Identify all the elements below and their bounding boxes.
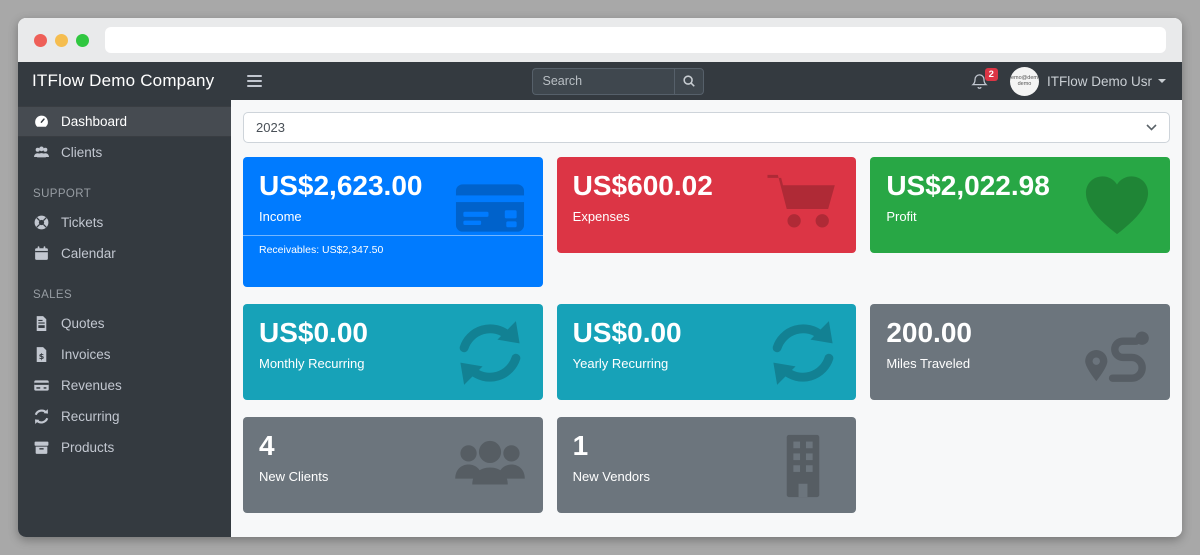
new-clients-value: 4 <box>259 430 275 461</box>
sync-icon <box>33 408 50 425</box>
sidebar-item-quotes[interactable]: Quotes <box>18 308 231 339</box>
sidebar-item-dashboard[interactable]: Dashboard <box>18 106 231 137</box>
sync-icon <box>459 321 520 385</box>
sidebar-item-clients[interactable]: Clients <box>18 137 231 168</box>
sidebar-item-label: Recurring <box>61 409 120 424</box>
yearly-recurring-card: US$0.00 Yearly Recurring <box>556 304 857 400</box>
box-icon <box>33 439 50 456</box>
credit-card-icon <box>455 184 524 232</box>
sidebar-item-calendar[interactable]: Calendar <box>18 238 231 269</box>
sidebar-item-revenues[interactable]: Revenues <box>18 370 231 401</box>
calendar-icon <box>33 245 50 262</box>
expenses-card: US$600.02 Expenses <box>556 157 857 253</box>
svg-text:$: $ <box>39 352 45 361</box>
sidebar-item-label: Clients <box>61 145 103 160</box>
users-icon <box>454 440 525 485</box>
yearly-recurring-value: US$0.00 <box>572 317 682 348</box>
new-vendors-label: New Vendors <box>572 469 650 485</box>
new-vendors-value: 1 <box>572 430 589 461</box>
sidebar-section-sales: SALES <box>33 289 73 301</box>
chevron-down-icon <box>1157 79 1166 83</box>
monthly-recurring-value: US$0.00 <box>259 317 368 348</box>
sidebar-item-label: Calendar <box>61 246 116 261</box>
brand-title: ITFlow Demo Company <box>32 71 215 90</box>
sidebar-item-invoices[interactable]: $ Invoices <box>18 339 231 370</box>
building-icon <box>787 434 820 498</box>
sidebar-item-label: Products <box>61 440 115 455</box>
year-select[interactable]: 2023 <box>243 112 1170 143</box>
sidebar-item-recurring[interactable]: Recurring <box>18 401 231 432</box>
life-ring-icon <box>33 214 50 231</box>
income-card: US$2,623.00 Income Receivables: US$2,347… <box>243 157 543 287</box>
sidebar-item-tickets[interactable]: Tickets <box>18 207 231 238</box>
sidebar-item-label: Invoices <box>61 347 111 362</box>
miles-traveled-value: 200.00 <box>886 317 972 348</box>
dashboard-cards: US$2,623.00 Income Receivables: US$2,347… <box>243 157 1170 513</box>
profit-label: Profit <box>886 209 917 225</box>
close-window-button[interactable] <box>34 33 47 47</box>
miles-traveled-label: Miles Traveled <box>886 356 971 372</box>
hamburger-menu-icon[interactable] <box>243 71 266 92</box>
profit-value: US$2,022.98 <box>886 170 1050 201</box>
app-root: ITFlow Demo Company <box>18 62 1182 537</box>
monthly-recurring-label: Monthly Recurring <box>259 356 365 372</box>
new-clients-label: New Clients <box>259 469 329 485</box>
sidebar: Dashboard Clients <box>18 100 231 537</box>
notification-count-badge: 2 <box>984 67 998 81</box>
notifications-button[interactable]: 2 <box>971 67 998 90</box>
sidebar-item-products[interactable]: Products <box>18 432 231 463</box>
search-icon <box>682 74 696 88</box>
chevron-down-icon <box>1146 124 1157 131</box>
shopping-cart-icon <box>767 174 836 228</box>
yearly-recurring-label: Yearly Recurring <box>572 356 669 372</box>
search-button[interactable] <box>674 67 705 95</box>
navbar-right: 2 demo@demo demo ITFlow Demo Usr <box>971 66 1182 96</box>
year-select-value: 2023 <box>256 120 285 135</box>
user-menu[interactable]: ITFlow Demo Usr <box>1047 74 1166 89</box>
avatar-text-line2: demo <box>1017 81 1032 87</box>
file-invoice-dollar-icon: $ <box>33 346 50 363</box>
new-vendors-card: 1 New Vendors <box>556 417 857 513</box>
traffic-lights <box>34 33 89 47</box>
avatar[interactable]: demo@demo demo <box>1009 66 1039 96</box>
sync-icon <box>772 321 834 385</box>
user-name-label: ITFlow Demo Usr <box>1046 73 1152 89</box>
profit-card: US$2,022.98 Profit <box>870 157 1170 253</box>
top-navbar: ITFlow Demo Company <box>18 62 1182 100</box>
income-value: US$2,623.00 <box>259 170 423 201</box>
avatar-text-line1: demo@demo <box>1010 74 1039 81</box>
address-bar[interactable] <box>105 27 1166 53</box>
main-content: 2023 US$2,623.00 Income <box>231 100 1182 537</box>
new-clients-card: 4 New Clients <box>243 417 543 513</box>
sidebar-item-label: Dashboard <box>61 114 128 129</box>
browser-chrome <box>18 18 1182 62</box>
card-divider <box>243 235 543 237</box>
sidebar-section-support: SUPPORT <box>33 188 92 200</box>
expenses-label: Expenses <box>572 209 630 225</box>
minimize-window-button[interactable] <box>55 33 68 47</box>
sidebar-item-label: Tickets <box>61 215 104 230</box>
sidebar-item-label: Revenues <box>61 378 122 393</box>
sidebar-item-label: Quotes <box>61 316 105 331</box>
miles-traveled-card: 200.00 Miles Traveled <box>870 304 1170 400</box>
browser-window: ITFlow Demo Company <box>18 18 1182 537</box>
zoom-window-button[interactable] <box>76 33 89 47</box>
monthly-recurring-card: US$0.00 Monthly Recurring <box>243 304 543 400</box>
income-label: Income <box>259 209 302 225</box>
users-icon <box>33 144 50 161</box>
navbar-search <box>532 67 705 95</box>
route-icon <box>1085 331 1149 382</box>
search-input[interactable] <box>532 67 675 95</box>
heart-icon <box>1085 176 1149 235</box>
file-invoice-icon <box>33 315 50 332</box>
income-receivables: Receivables: US$2,347.50 <box>259 244 384 257</box>
tachometer-icon <box>33 113 50 130</box>
expenses-value: US$600.02 <box>572 170 713 201</box>
bell-icon <box>971 73 988 90</box>
credit-card-icon <box>33 377 50 394</box>
